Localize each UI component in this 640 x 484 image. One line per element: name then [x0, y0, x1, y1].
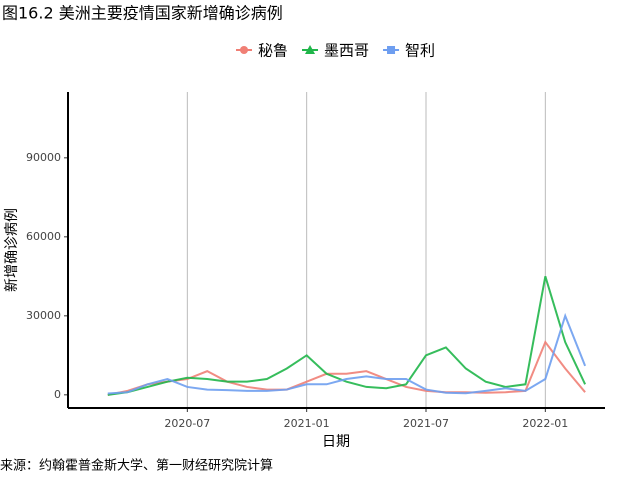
y-tick-label: 90000	[26, 151, 61, 164]
legend-marker	[240, 46, 248, 54]
x-tick-label: 2021-01	[284, 417, 330, 430]
y-axis-label: 新增确诊病例	[4, 208, 20, 292]
y-tick-label: 30000	[26, 309, 61, 322]
chart-title: 图16.2 美洲主要疫情国家新增确诊病例	[2, 4, 283, 23]
series-line	[107, 312, 587, 395]
x-tick-label: 2020-07	[164, 417, 210, 430]
legend-label: 墨西哥	[324, 42, 369, 60]
legend-marker	[305, 45, 316, 54]
y-tick-label: 0	[54, 388, 61, 401]
x-tick-label: 2022-01	[522, 417, 568, 430]
series-line	[107, 276, 587, 396]
y-tick-label: 60000	[26, 230, 61, 243]
legend-label: 智利	[405, 42, 435, 60]
x-axis-label: 日期	[322, 434, 350, 450]
legend-marker	[387, 46, 396, 54]
legend-label: 秘鲁	[258, 42, 288, 60]
caption: 来源：约翰霍普金斯大学、第一财经研究院计算	[0, 458, 273, 474]
series-line	[107, 340, 586, 396]
x-tick-label: 2021-07	[403, 417, 449, 430]
